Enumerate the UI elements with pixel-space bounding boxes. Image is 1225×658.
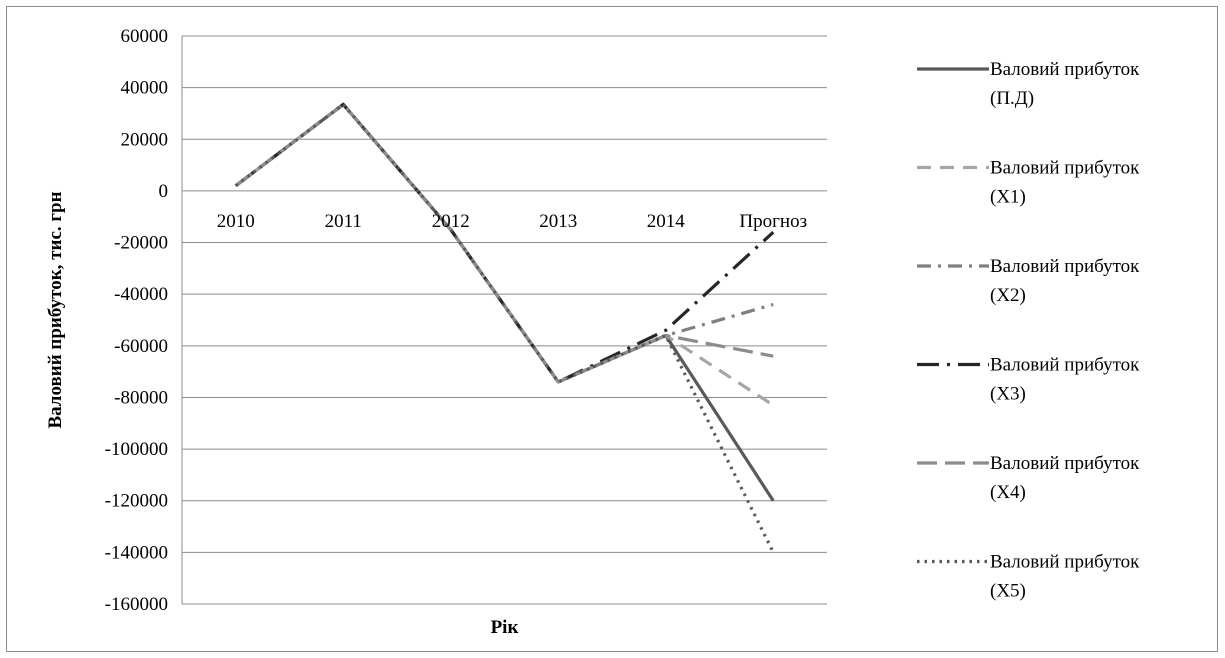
legend-label: Валовий прибуток bbox=[990, 158, 1140, 179]
legend-label: Валовий прибуток bbox=[990, 552, 1140, 573]
series-line-0 bbox=[234, 102, 775, 502]
x-tick-label: Прогноз bbox=[739, 211, 807, 232]
series-line-1 bbox=[234, 102, 775, 407]
legend-label: (X2) bbox=[990, 285, 1026, 306]
grid-layer bbox=[181, 35, 827, 605]
y-tick-label: -60000 bbox=[114, 336, 168, 357]
legend-label: (X4) bbox=[990, 482, 1026, 503]
y-tick-label: -140000 bbox=[105, 542, 168, 563]
x-tick-label: 2010 bbox=[217, 211, 255, 232]
x-tick-label: 2012 bbox=[432, 211, 470, 232]
y-tick-label: -120000 bbox=[105, 491, 168, 512]
y-tick-label: -100000 bbox=[105, 439, 168, 460]
x-tick-label: 2011 bbox=[325, 211, 362, 232]
y-tick-label: 60000 bbox=[121, 26, 169, 47]
y-tick-label: -160000 bbox=[105, 594, 168, 615]
y-axis-ticks: 60000 40000 20000 0 -20000 -40000 -60000 -80000… bbox=[105, 26, 168, 615]
series-line-4 bbox=[234, 102, 774, 384]
x-axis-ticks: 2010 2011 2012 2013 2014 Прогноз bbox=[217, 211, 807, 232]
y-tick-label: 0 bbox=[159, 181, 169, 202]
legend-label: (X1) bbox=[990, 187, 1026, 208]
series-layer bbox=[234, 102, 775, 554]
y-tick-label: -20000 bbox=[114, 233, 168, 254]
line-chart: 60000 40000 20000 0 -20000 -40000 -60000 -80000… bbox=[45, 26, 1140, 638]
y-tick-label: -40000 bbox=[114, 284, 168, 305]
legend-label: Валовий прибуток bbox=[990, 256, 1140, 277]
legend-label: Валовий прибуток bbox=[990, 59, 1140, 80]
chart-frame: 60000 40000 20000 0 -20000 -40000 -60000 -80000… bbox=[6, 6, 1218, 652]
legend-label: Валовий прибуток bbox=[990, 453, 1140, 474]
y-tick-label: -80000 bbox=[114, 387, 168, 408]
legend-label: (П.Д) bbox=[990, 88, 1034, 109]
y-tick-label: 20000 bbox=[121, 129, 169, 150]
y-axis-title: Валовий прибуток, тис. грн bbox=[45, 191, 66, 428]
y-tick-label: 40000 bbox=[121, 78, 169, 99]
legend-label: Валовий прибуток bbox=[990, 355, 1140, 376]
legend-label: (X3) bbox=[990, 384, 1026, 405]
legend: Валовий прибуток (П.Д) Валовий прибуток (X1… bbox=[917, 59, 1140, 602]
x-axis-title: Рік bbox=[491, 617, 519, 638]
x-tick-label: 2013 bbox=[539, 211, 577, 232]
x-tick-label: 2014 bbox=[647, 211, 686, 232]
legend-label: (X5) bbox=[990, 581, 1026, 602]
